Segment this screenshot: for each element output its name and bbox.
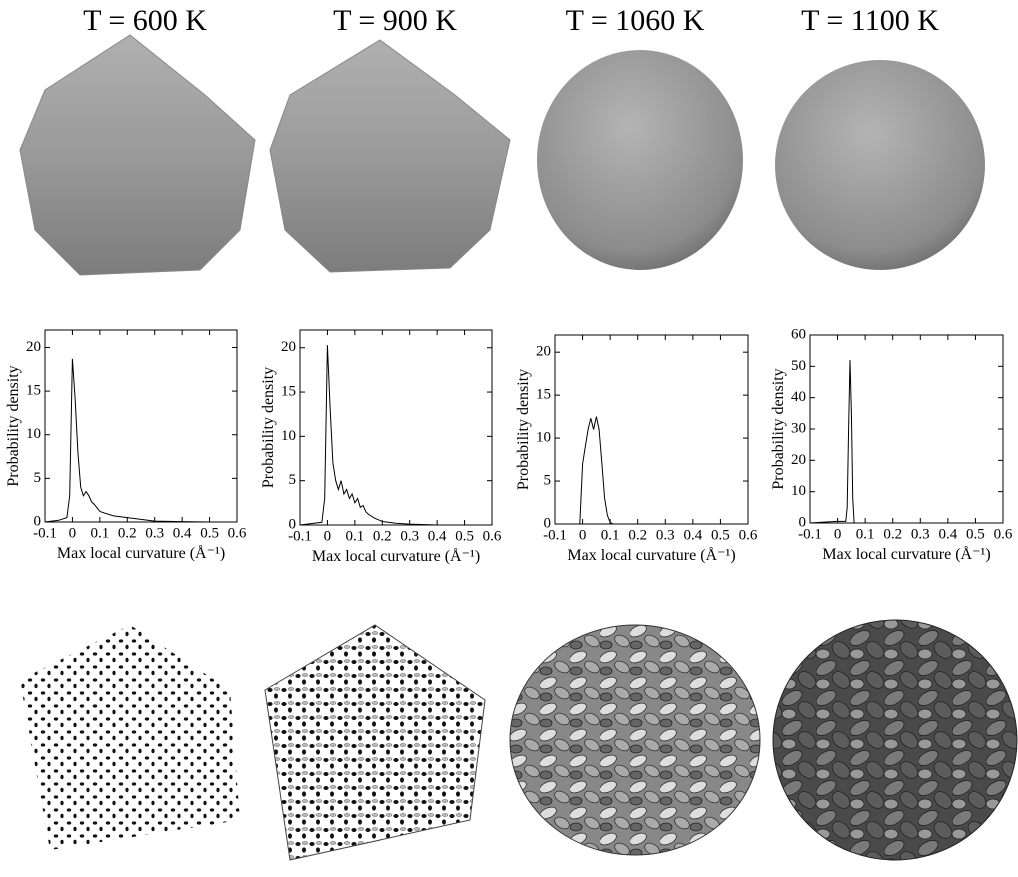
y-axis-label: Probability density [770,368,787,489]
x-tick-label: -0.1 [33,525,57,541]
x-tick-label: 0.3 [656,527,675,543]
y-tick-label: 60 [791,326,806,342]
y-tick-label: 15 [281,383,296,399]
ellipsoid-render [509,624,761,856]
y-tick-label: 10 [26,426,41,442]
x-tick-label: 0 [834,526,842,542]
y-tick-label: 15 [26,383,41,399]
x-tick-label: 0.5 [200,525,219,541]
ellipsoid-render [20,625,240,850]
x-tick-label: 0.2 [883,526,902,542]
panel-title: T = 600 K [83,4,207,37]
x-tick-label: 0 [69,525,77,541]
x-axis-label: Max local curvature (Å⁻¹) [822,545,990,563]
x-tick-label: 0.6 [739,527,758,543]
x-tick-label: 0.5 [455,528,474,544]
x-axis-label: Max local curvature (Å⁻¹) [567,546,735,564]
ellipsoid-render [772,619,1018,861]
x-tick-label: 0.6 [483,528,502,544]
y-tick-label: 0 [799,514,807,530]
density-line [299,345,492,526]
y-axis-label: Probability density [515,369,532,490]
y-tick-label: 10 [791,483,806,499]
x-axis-label: Max local curvature (Å⁻¹) [57,544,225,562]
x-axis-label: Max local curvature (Å⁻¹) [312,547,480,565]
y-tick-label: 20 [536,344,551,360]
x-tick-label: 0.1 [856,526,875,542]
y-tick-label: 50 [791,358,806,374]
x-tick-label: 0 [579,527,587,543]
x-tick-label: 0.3 [145,525,164,541]
x-tick-label: 0.2 [373,528,392,544]
x-tick-label: -0.1 [543,527,567,543]
x-tick-label: 0.5 [966,526,985,542]
density-line [555,416,748,525]
x-tick-label: -0.1 [288,528,312,544]
y-tick-label: 10 [281,428,296,444]
x-tick-label: 0.4 [173,525,192,541]
y-tick-label: 10 [536,430,551,446]
shape-render [775,60,985,270]
x-tick-label: 0.4 [683,527,702,543]
y-axis-label: Probability density [5,365,22,486]
y-tick-label: 0 [544,515,552,531]
panel-title: T = 1100 K [801,4,939,37]
y-tick-label: 0 [34,513,42,529]
y-tick-label: 20 [26,339,41,355]
x-tick-label: 0.2 [628,527,647,543]
x-tick-label: 0.5 [711,527,730,543]
plot-frame [44,329,238,523]
density-line [809,360,1003,524]
panel-title: T = 900 K [333,4,457,37]
x-tick-label: 0.4 [428,528,447,544]
x-tick-label: 0.1 [601,527,620,543]
shape-render [269,39,511,273]
panel-title: T = 1060 K [566,4,705,37]
x-tick-label: 0.1 [90,525,109,541]
y-tick-label: 0 [289,516,297,532]
shape-render [537,50,743,270]
shape-render [19,34,256,276]
y-tick-label: 30 [791,420,806,436]
x-tick-label: 0.4 [938,526,957,542]
y-tick-label: 20 [791,452,806,468]
x-tick-label: 0 [324,528,332,544]
x-tick-label: 0.6 [228,525,247,541]
y-tick-label: 15 [536,387,551,403]
y-tick-label: 40 [791,389,806,405]
x-tick-label: 0.1 [345,528,364,544]
plot-frame [299,329,493,526]
density-line [44,358,210,523]
x-tick-label: 0.3 [400,528,419,544]
x-tick-label: 0.3 [911,526,930,542]
y-axis-label: Probability density [260,367,277,488]
plot-frame [554,334,749,525]
x-tick-label: 0.6 [994,526,1013,542]
y-tick-label: 20 [281,339,296,355]
x-tick-label: -0.1 [798,526,822,542]
x-tick-label: 0.2 [118,525,137,541]
y-tick-label: 5 [289,472,297,488]
y-tick-label: 5 [34,470,42,486]
ellipsoid-render [264,624,486,861]
plot-frame [809,334,1004,524]
y-tick-label: 5 [544,472,552,488]
